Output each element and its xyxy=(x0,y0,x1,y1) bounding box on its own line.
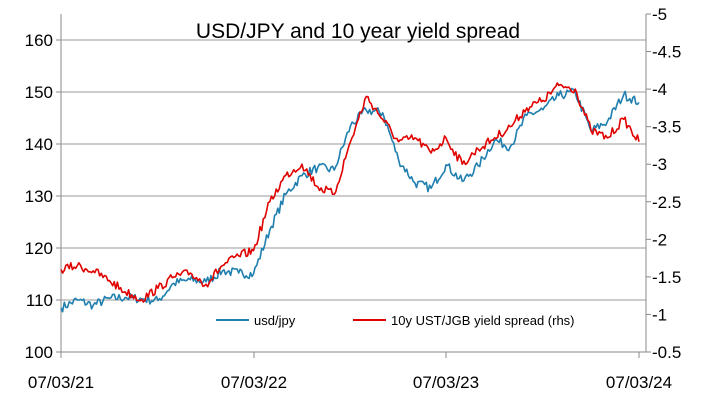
right-tick-label: -1.5 xyxy=(652,268,681,287)
left-tick-label: 110 xyxy=(26,291,53,310)
axes xyxy=(60,14,647,353)
x-tick-label: 07/03/24 xyxy=(606,373,672,392)
right-tick-label: -5 xyxy=(652,5,667,24)
left-tick-label: 150 xyxy=(25,83,53,102)
legend: usd/jpy 10y UST/JGB yield spread (rhs) xyxy=(216,313,575,328)
right-tick-label: -2 xyxy=(652,230,667,249)
x-tick-label: 07/03/22 xyxy=(221,373,287,392)
left-tick-label: 140 xyxy=(25,135,53,154)
left-tick-label: 130 xyxy=(25,187,53,206)
right-tick-label: -2.5 xyxy=(652,193,681,212)
left-tick-label: 160 xyxy=(25,31,53,50)
right-y-axis-ticks: -0.5 -1 -1.5 -2 -2.5 -3 -3.5 -4 -4.5 -5 xyxy=(646,5,681,362)
left-tick-label: 120 xyxy=(25,239,53,258)
gridlines xyxy=(61,39,646,301)
series-layer xyxy=(60,82,640,313)
right-tick-label: -4 xyxy=(652,80,667,99)
x-tick-label: 07/03/23 xyxy=(413,373,479,392)
left-y-axis-ticks: 100 110 120 130 140 150 160 xyxy=(25,31,61,362)
x-axis-ticks: 07/03/21 07/03/22 07/03/23 07/03/24 xyxy=(28,352,672,392)
right-tick-label: -0.5 xyxy=(652,343,681,362)
right-tick-label: -3 xyxy=(652,155,667,174)
right-tick-label: -1 xyxy=(652,305,667,324)
right-tick-label: -3.5 xyxy=(652,118,681,137)
series-line-yield-spread xyxy=(60,82,640,303)
series-line-usdjpy xyxy=(60,87,640,313)
legend-label: 10y UST/JGB yield spread (rhs) xyxy=(391,313,575,328)
legend-label: usd/jpy xyxy=(254,313,296,328)
x-tick-label: 07/03/21 xyxy=(28,373,94,392)
chart-title: USD/JPY and 10 year yield spread xyxy=(196,20,520,43)
right-tick-label: -4.5 xyxy=(652,43,681,62)
left-tick-label: 100 xyxy=(25,343,53,362)
